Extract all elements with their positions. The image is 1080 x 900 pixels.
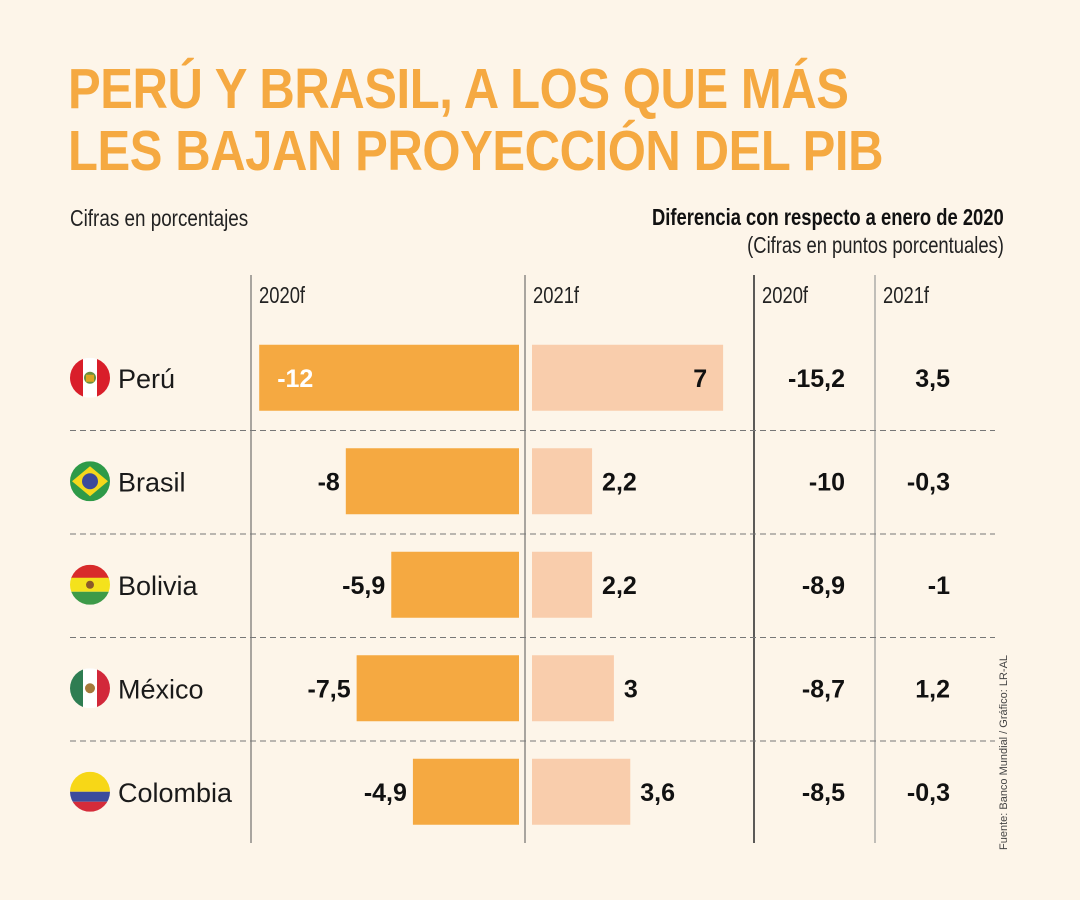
diff-2020f-value: -8,5 xyxy=(802,779,845,807)
diff-2020f-value: -15,2 xyxy=(788,365,845,393)
bar-2021f xyxy=(532,758,631,825)
country-label: México xyxy=(118,674,204,704)
subtitle-difference-note: (Cifras en puntos porcentuales) xyxy=(747,232,1004,258)
bar-2021f xyxy=(532,448,593,515)
data-label-2021f: 7 xyxy=(693,365,707,393)
diff-2020f-value: -10 xyxy=(809,468,845,496)
diff-2021f-value: -0,3 xyxy=(907,779,950,807)
data-label-2021f: 2,2 xyxy=(602,468,637,496)
country-label: Perú xyxy=(118,364,175,394)
column-header-2020f: 2020f xyxy=(259,282,306,308)
subtitle-units: Cifras en porcentajes xyxy=(70,205,249,231)
table-row: México -7,5 3 -8,7 1,2 xyxy=(118,655,950,722)
bar-2020f xyxy=(345,448,519,515)
chart-title: PERÚ Y BRASIL, A LOS QUE MÁS LES BAJAN P… xyxy=(68,58,894,182)
bar-2020f xyxy=(356,655,519,722)
bar-2020f xyxy=(412,758,519,825)
data-label-2021f: 2,2 xyxy=(602,572,637,600)
peru-flag-icon xyxy=(70,357,110,398)
data-label-2020f: -7,5 xyxy=(308,675,351,703)
column-header-2021f: 2021f xyxy=(533,282,580,308)
data-label-2020f: -12 xyxy=(277,365,313,393)
diff-2020f-value: -8,9 xyxy=(802,572,845,600)
table-row: Brasil -8 2,2 -10 -0,3 xyxy=(118,448,950,515)
country-label: Colombia xyxy=(118,778,233,808)
data-label-2021f: 3,6 xyxy=(640,779,675,807)
country-label: Bolivia xyxy=(118,571,199,601)
diff-2021f-value: 1,2 xyxy=(915,675,950,703)
bar-2021f xyxy=(532,551,593,618)
bar-2021f xyxy=(532,344,724,411)
bar-2020f xyxy=(391,551,519,618)
source-credit: Fuente: Banco Mundial / Gráfico: LR-AL xyxy=(998,654,1010,850)
data-label-2020f: -5,9 xyxy=(342,572,385,600)
bolivia-flag-icon xyxy=(70,564,110,605)
data-label-2021f: 3 xyxy=(624,675,638,703)
data-label-2020f: -8 xyxy=(318,468,340,496)
bar-2020f xyxy=(259,344,519,411)
data-label-2020f: -4,9 xyxy=(364,779,407,807)
table-row: Perú -12 7 -15,2 3,5 xyxy=(118,344,950,411)
country-label: Brasil xyxy=(118,467,186,497)
diff-2021f-value: 3,5 xyxy=(915,365,950,393)
table-row: Colombia -4,9 3,6 -8,5 -0,3 xyxy=(118,758,950,825)
chart-title-line-2: LES BAJAN PROYECCIÓN DEL PIB xyxy=(68,119,884,183)
chart-title-line-1: PERÚ Y BRASIL, A LOS QUE MÁS xyxy=(68,57,849,121)
colombia-flag-icon xyxy=(70,771,110,812)
column-header-diff-2020f: 2020f xyxy=(762,282,809,308)
table-row: Bolivia -5,9 2,2 -8,9 -1 xyxy=(118,551,950,618)
bar-2021f xyxy=(532,655,614,722)
mexico-flag-icon xyxy=(70,668,110,709)
brazil-flag-icon xyxy=(70,461,110,502)
diff-2020f-value: -8,7 xyxy=(802,675,845,703)
subtitle-difference: Diferencia con respecto a enero de 2020 xyxy=(652,204,1004,230)
diff-2021f-value: -0,3 xyxy=(907,468,950,496)
column-header-diff-2021f: 2021f xyxy=(883,282,930,308)
diff-2021f-value: -1 xyxy=(928,572,950,600)
